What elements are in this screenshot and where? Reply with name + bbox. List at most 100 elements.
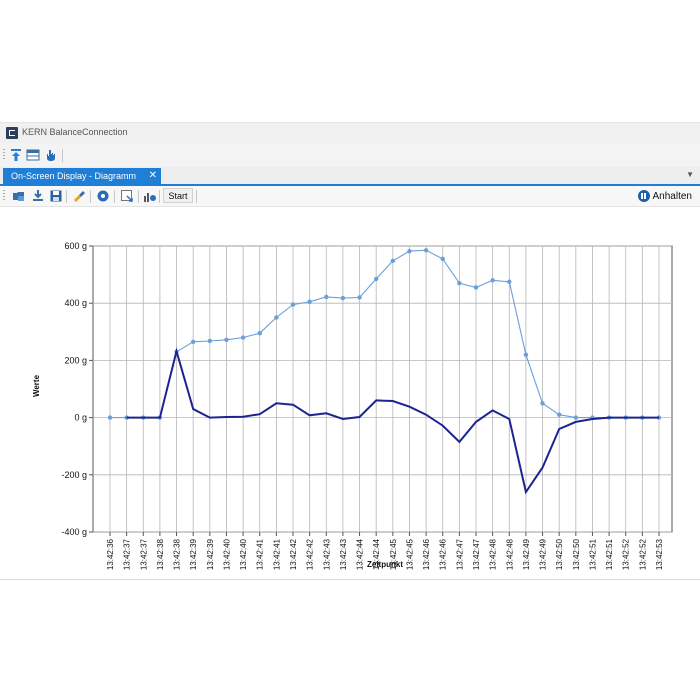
series-point [324,294,329,300]
x-tick-label: 13:42:44 [372,538,381,570]
series-point [257,331,262,336]
x-tick-label: 13:42:37 [123,538,132,570]
series-point [573,415,579,420]
toolbar-separator [138,190,139,203]
start-button[interactable]: Start [163,188,193,203]
app-logo-icon [6,127,18,139]
y-tick-label: 200 g [64,355,87,365]
x-tick-label: 13:42:50 [555,538,564,570]
series-point [190,339,196,345]
x-tick-label: 13:42:42 [306,538,315,570]
y-tick-label: 600 g [64,241,87,251]
x-tick-label: 13:42:52 [622,538,631,570]
series-point [357,295,362,300]
toolbar-grip[interactable] [3,190,5,202]
toolbar-separator [159,190,160,203]
series-point [473,285,479,290]
x-tick-label: 13:42:41 [256,538,265,570]
series-point [240,335,246,340]
y-tick-label: 0 g [74,413,87,423]
x-tick-label: 13:42:52 [638,538,647,570]
x-tick-label: 13:42:48 [489,538,498,570]
x-tick-label: 13:42:48 [505,538,514,570]
tab-bar: On-Screen Display - Diagramm ✕ ▼ [0,167,700,186]
series-line-2 [126,347,659,495]
y-tick-label: 400 g [64,298,87,308]
pause-label: Anhalten [652,190,692,202]
x-tick-label: 13:42:46 [439,538,448,570]
series-point [507,279,512,284]
tab-on-screen-display[interactable]: On-Screen Display - Diagramm ✕ [3,168,161,184]
close-icon[interactable]: ✕ [148,170,157,181]
x-axis-label: Zeitpunkt [367,560,403,569]
pause-icon [637,190,650,202]
y-tick-label: -200 g [61,470,87,480]
toolbar-separator [114,190,115,203]
series-point [340,295,346,301]
chart-grid [89,245,673,536]
diagram-toolbar: Start Anhalten [0,186,700,207]
app-title: KERN BalanceConnection [22,127,128,137]
diagram-panel: Start Anhalten -400 g -200 g 0 g 200 g 400 g… [0,186,700,579]
series-point [407,248,412,254]
pause-button[interactable]: Anhalten [637,189,692,203]
x-tick-label: 13:42:51 [605,538,614,570]
series-point [540,401,545,406]
toolbar-separator [90,190,91,203]
y-axis-ticks: -400 g -200 g 0 g 200 g 400 g 600 g [61,241,87,537]
x-tick-label: 13:42:46 [422,538,431,570]
x-tick-label: 13:42:40 [222,538,231,570]
chart-series [107,248,662,495]
x-tick-label: 13:42:49 [539,538,548,570]
series-point [224,337,229,343]
series-point [440,256,445,262]
series-point [373,276,379,282]
save-icon[interactable] [49,189,63,203]
series-point [423,248,429,253]
series-point [307,299,312,304]
series-point [274,315,279,320]
table-view-icon[interactable] [26,148,40,162]
toolbar-separator [66,190,67,203]
series-point [390,258,396,264]
series-point [490,278,495,283]
x-tick-label: 13:42:38 [173,538,182,570]
series-point [107,415,113,420]
x-tick-label: 13:42:43 [322,538,331,570]
x-tick-label: 13:42:42 [289,538,298,570]
x-tick-label: 13:42:45 [389,538,398,570]
upload-icon[interactable] [9,148,23,162]
clear-icon[interactable] [72,189,86,203]
x-tick-label: 13:42:44 [356,538,365,570]
x-tick-label: 13:42:36 [106,538,115,570]
weight-line-chart: -400 g -200 g 0 g 200 g 400 g 600 g 13:42:36 1… [32,241,673,570]
x-tick-label: 13:42:51 [588,538,597,570]
open-folder-icon[interactable] [12,189,26,203]
hand-pointer-icon[interactable] [44,148,58,162]
title-bar: KERN BalanceConnection [0,123,700,143]
x-tick-label: 13:42:49 [522,538,531,570]
gear-icon[interactable] [96,189,110,203]
x-tick-label: 13:42:37 [139,538,148,570]
series-point [457,280,462,286]
y-tick-label: -400 g [61,527,87,537]
series-point [290,302,296,307]
toolbar-separator [196,190,197,203]
x-tick-label: 13:42:39 [189,538,198,570]
series-line-1 [110,249,659,419]
plot-area [92,245,673,533]
series-point [556,412,562,417]
app-window: KERN BalanceConnection On-Screen Display… [0,122,700,580]
export-icon[interactable] [120,189,134,203]
x-tick-label: 13:42:40 [239,538,248,570]
main-toolbar [0,145,700,165]
x-tick-label: 13:42:53 [655,538,664,570]
x-tick-label: 13:42:39 [206,538,215,570]
chart-settings-icon[interactable] [143,189,157,203]
series-point [207,338,213,344]
x-tick-label: 13:42:50 [572,538,581,570]
tab-label: On-Screen Display - Diagramm [11,171,137,181]
download-icon[interactable] [31,189,45,203]
toolbar-grip[interactable] [3,149,5,161]
chevron-down-icon[interactable]: ▼ [686,170,694,179]
